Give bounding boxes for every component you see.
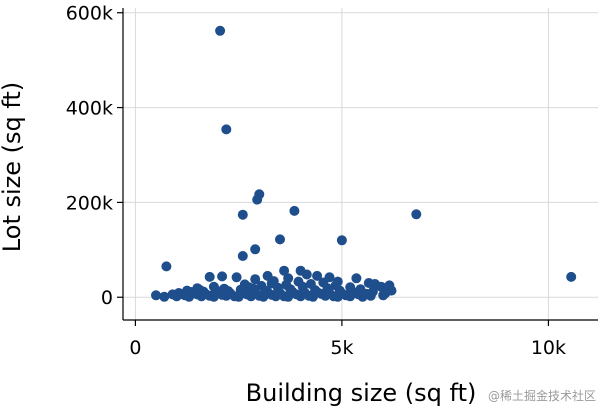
watermark-text: @稀土掘金技术社区 xyxy=(488,388,596,403)
x-tick-label: 0 xyxy=(129,337,141,359)
data-point xyxy=(252,194,263,205)
data-point xyxy=(237,209,248,220)
x-tick-label: 10k xyxy=(531,337,566,359)
data-point xyxy=(312,270,323,281)
y-tick-label: 200k xyxy=(66,192,113,214)
y-tick-label: 600k xyxy=(66,3,113,25)
data-point xyxy=(237,251,248,261)
data-point xyxy=(275,288,285,298)
data-point xyxy=(351,273,362,284)
data-point xyxy=(182,285,192,296)
data-point xyxy=(299,287,310,298)
data-point xyxy=(318,277,329,288)
data-point xyxy=(256,280,267,291)
data-point xyxy=(221,124,232,135)
data-point xyxy=(215,25,226,36)
tick-labels: 0 5k 10k 0 200k 400k 600k xyxy=(66,3,566,359)
data-point xyxy=(349,287,360,298)
x-tick-label: 5k xyxy=(330,337,353,359)
data-point xyxy=(161,261,172,272)
x-axis-title: Building size (sq ft) xyxy=(246,379,477,407)
data-point xyxy=(275,234,285,245)
data-point xyxy=(151,290,161,301)
data-point xyxy=(217,271,228,282)
data-point xyxy=(204,271,215,282)
data-point xyxy=(208,281,219,292)
data-point xyxy=(330,280,341,291)
data-point xyxy=(411,209,422,220)
data-point xyxy=(336,288,347,299)
data-point xyxy=(305,279,316,289)
data-point xyxy=(250,244,261,255)
data-point xyxy=(192,283,203,294)
data-point xyxy=(279,265,290,276)
data-point xyxy=(378,290,389,301)
data-point xyxy=(312,287,323,297)
data-point xyxy=(250,274,261,285)
data-point xyxy=(566,271,577,282)
data-point xyxy=(219,283,230,294)
axes xyxy=(117,8,598,326)
data-point xyxy=(287,286,298,297)
y-tick-label: 0 xyxy=(101,287,113,309)
data-point xyxy=(324,288,335,298)
data-point xyxy=(239,279,250,290)
grid-lines xyxy=(123,8,598,320)
data-point xyxy=(289,205,300,216)
data-point xyxy=(231,272,242,283)
data-point xyxy=(266,278,277,289)
data-point xyxy=(361,288,372,299)
data-point xyxy=(301,269,312,280)
data-point xyxy=(262,287,273,297)
data-point xyxy=(336,235,347,246)
data-point xyxy=(293,276,304,287)
data-point xyxy=(159,291,170,302)
y-axis-title: Lot size (sq ft) xyxy=(0,82,26,252)
y-tick-label: 400k xyxy=(66,98,113,120)
data-points xyxy=(151,25,577,302)
data-point xyxy=(281,279,292,290)
